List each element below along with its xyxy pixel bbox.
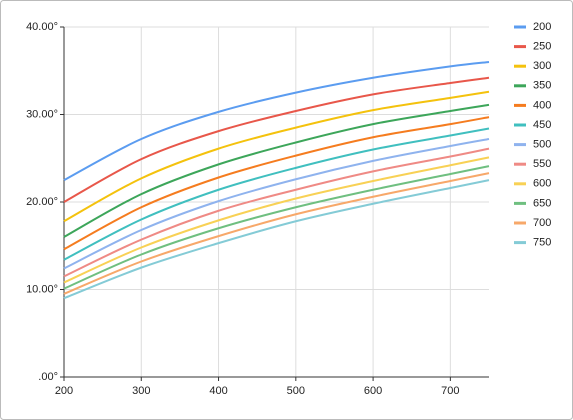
y-tick-label: 40.00° [26,21,58,33]
x-tick-label: 400 [209,385,227,397]
legend-label: 200 [533,21,551,33]
legend-label: 500 [533,139,551,151]
legend-label: 350 [533,80,551,92]
series-line [63,179,490,300]
y-tick-label: .00° [38,371,58,383]
x-tick-label: 700 [441,385,459,397]
series-line [63,138,490,270]
y-tick-label: 20.00° [26,196,58,208]
series-line [63,165,490,290]
legend-label: 550 [533,158,551,170]
x-tick-label: 300 [132,385,150,397]
series-line [63,156,490,284]
series-line [63,61,490,182]
legend-label: 650 [533,197,551,209]
legend-label: 700 [533,217,551,229]
x-tick-label: 500 [287,385,305,397]
y-tick-label: 30.00° [26,108,58,120]
series-line [63,116,490,251]
legend-label: 400 [533,99,551,111]
series-line [63,127,490,261]
x-tick-label: 200 [55,385,73,397]
legend-label: 750 [533,237,551,249]
series-line [63,147,490,278]
series-line [63,76,490,203]
y-tick-label: 10.00° [26,283,58,295]
series-line [63,172,490,295]
legend-label: 600 [533,178,551,190]
series-line [63,103,490,238]
legend-label: 250 [533,41,551,53]
legend-label: 300 [533,60,551,72]
legend-label: 450 [533,119,551,131]
x-tick-label: 600 [364,385,382,397]
series-line [63,90,490,223]
